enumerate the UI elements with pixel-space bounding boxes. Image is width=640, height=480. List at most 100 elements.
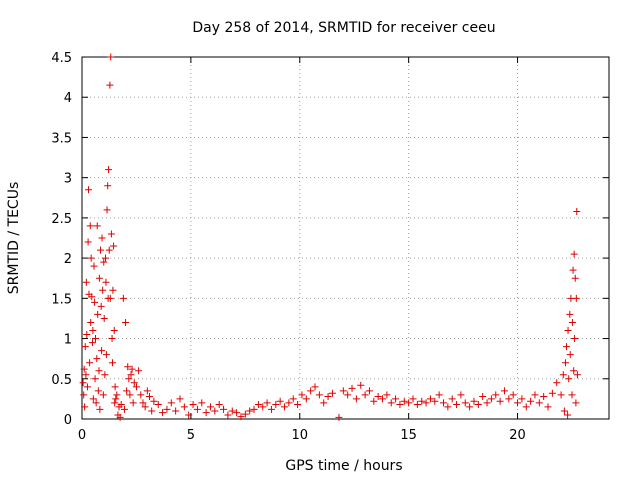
data-point-marker bbox=[87, 254, 95, 262]
data-point-marker bbox=[112, 395, 120, 403]
axis-ticks bbox=[81, 56, 609, 420]
data-point-marker bbox=[435, 391, 443, 399]
data-point-marker bbox=[233, 409, 241, 417]
data-point-marker bbox=[180, 403, 188, 411]
data-point-marker bbox=[535, 399, 543, 407]
data-point-marker bbox=[86, 222, 94, 230]
data-point-marker bbox=[339, 387, 347, 395]
data-point-marker bbox=[571, 335, 579, 343]
data-point-marker bbox=[267, 405, 275, 413]
data-point-marker bbox=[110, 327, 118, 335]
data-point-marker bbox=[324, 392, 332, 400]
data-point-marker bbox=[461, 399, 469, 407]
x-axis-label: GPS time / hours bbox=[285, 458, 402, 474]
data-point-marker bbox=[137, 391, 145, 399]
data-point-marker bbox=[559, 371, 567, 379]
y-tick-label: 3 bbox=[64, 172, 72, 187]
data-point-marker bbox=[565, 375, 573, 383]
data-point-marker bbox=[527, 397, 535, 405]
x-tick-labels: 0 5 10 15 20 bbox=[78, 428, 526, 443]
data-point-marker bbox=[505, 395, 513, 403]
data-point-marker bbox=[103, 206, 111, 214]
data-point-marker bbox=[250, 405, 258, 413]
data-point-marker bbox=[100, 314, 108, 322]
data-point-marker bbox=[79, 379, 87, 387]
data-point-marker bbox=[357, 381, 365, 389]
data-point-marker bbox=[220, 405, 228, 413]
data-point-marker bbox=[361, 391, 369, 399]
data-point-marker bbox=[470, 397, 478, 405]
data-point-marker bbox=[444, 403, 452, 411]
data-point-marker bbox=[566, 310, 574, 318]
data-point-marker bbox=[108, 335, 116, 343]
data-point-marker bbox=[120, 405, 128, 413]
data-point-marker bbox=[102, 254, 110, 262]
data-point-marker bbox=[198, 399, 206, 407]
data-point-marker bbox=[95, 367, 103, 375]
data-point-marker bbox=[116, 413, 124, 421]
data-point-marker bbox=[573, 207, 581, 215]
data-point-marker bbox=[457, 391, 465, 399]
data-point-marker bbox=[571, 274, 579, 282]
data-point-marker bbox=[352, 395, 360, 403]
data-point-marker bbox=[289, 395, 297, 403]
x-tick-label: 0 bbox=[78, 428, 86, 443]
data-point-marker bbox=[98, 234, 106, 242]
y-axis-label: SRMTID / TECUs bbox=[6, 182, 22, 295]
data-point-marker bbox=[87, 318, 95, 326]
data-point-marker bbox=[307, 387, 315, 395]
data-point-marker bbox=[479, 392, 487, 400]
data-point-marker bbox=[560, 407, 568, 415]
data-point-marker bbox=[150, 397, 158, 405]
data-point-marker bbox=[119, 294, 127, 302]
data-point-marker bbox=[448, 395, 456, 403]
y-tick-label: 4.5 bbox=[51, 51, 72, 66]
data-point-marker bbox=[167, 399, 175, 407]
data-point-marker bbox=[110, 242, 118, 250]
data-point-marker bbox=[315, 391, 323, 399]
data-point-marker bbox=[141, 403, 149, 411]
data-point-marker bbox=[88, 339, 96, 347]
data-point-marker bbox=[259, 403, 267, 411]
data-point-marker bbox=[302, 395, 310, 403]
data-point-marker bbox=[176, 395, 184, 403]
data-point-marker bbox=[285, 399, 293, 407]
data-point-marker bbox=[98, 347, 106, 355]
data-point-marker bbox=[99, 391, 107, 399]
data-point-marker bbox=[566, 351, 574, 359]
data-point-marker bbox=[348, 384, 356, 392]
data-point-marker bbox=[124, 363, 132, 371]
x-tick-label: 15 bbox=[400, 428, 417, 443]
data-point-marker bbox=[544, 403, 552, 411]
x-tick-label: 5 bbox=[187, 428, 195, 443]
data-points bbox=[79, 53, 581, 421]
data-point-marker bbox=[93, 222, 101, 230]
data-point-marker bbox=[113, 391, 121, 399]
data-point-marker bbox=[92, 335, 100, 343]
y-tick-label: 2.5 bbox=[51, 212, 72, 227]
data-point-marker bbox=[206, 403, 214, 411]
data-point-marker bbox=[211, 407, 219, 415]
y-tick-label: 2 bbox=[64, 252, 72, 267]
data-point-marker bbox=[97, 246, 105, 254]
data-point-marker bbox=[94, 310, 102, 318]
data-point-marker bbox=[418, 397, 426, 405]
data-point-marker bbox=[466, 403, 474, 411]
data-point-marker bbox=[500, 387, 508, 395]
data-point-marker bbox=[311, 383, 319, 391]
data-point-marker bbox=[383, 391, 391, 399]
data-point-marker bbox=[127, 371, 135, 379]
data-point-marker bbox=[80, 391, 88, 399]
data-point-marker bbox=[111, 383, 119, 391]
grid-lines bbox=[82, 57, 609, 419]
data-point-marker bbox=[143, 387, 151, 395]
data-point-marker bbox=[405, 399, 413, 407]
data-point-marker bbox=[91, 375, 99, 383]
data-point-marker bbox=[276, 397, 284, 405]
data-point-marker bbox=[146, 392, 154, 400]
data-point-marker bbox=[105, 246, 113, 254]
data-point-marker bbox=[294, 401, 302, 409]
data-point-marker bbox=[572, 294, 580, 302]
data-point-marker bbox=[548, 389, 556, 397]
data-point-marker bbox=[344, 391, 352, 399]
